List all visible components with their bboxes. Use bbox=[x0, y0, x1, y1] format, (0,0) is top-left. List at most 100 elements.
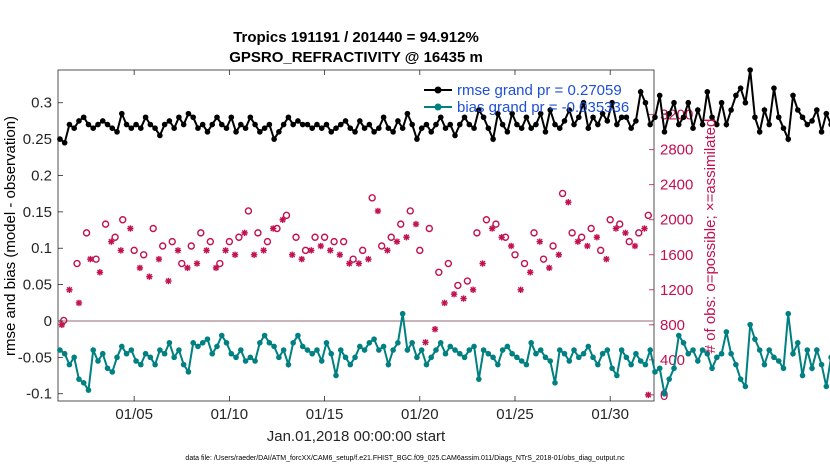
rmse-point bbox=[599, 110, 606, 117]
rmse-point bbox=[428, 129, 435, 135]
bias-point bbox=[342, 354, 349, 361]
count-assimilated-marker bbox=[374, 207, 382, 215]
count-assimilated-marker bbox=[136, 264, 144, 272]
rmse-point bbox=[790, 92, 796, 99]
count-possible-marker bbox=[406, 207, 414, 215]
bias-point bbox=[480, 347, 487, 353]
rmse-point bbox=[690, 125, 696, 131]
legend: rmse grand pr = 0.27059 bias grand pr = … bbox=[424, 82, 629, 116]
right-tick-label: 2400 bbox=[660, 177, 693, 194]
rmse-point bbox=[723, 121, 730, 128]
rmse-point bbox=[780, 125, 787, 131]
bias-point bbox=[595, 361, 601, 368]
rmse-point bbox=[771, 85, 777, 91]
rmse-point bbox=[504, 129, 511, 135]
x-tick-label: 01/10 bbox=[211, 406, 249, 423]
x-tick-label: 01/30 bbox=[591, 406, 629, 423]
rmse-point bbox=[452, 132, 458, 139]
count-assimilated-stroke bbox=[66, 286, 73, 293]
rmse-point bbox=[399, 125, 406, 131]
rmse-point bbox=[347, 125, 354, 131]
right-y-axis: 3200280024002000160012008004000 bbox=[649, 107, 693, 404]
count-assimilated-marker bbox=[87, 255, 94, 263]
count-assimilated-marker bbox=[174, 247, 182, 254]
rmse-point bbox=[390, 129, 396, 135]
rmse-point bbox=[561, 118, 568, 124]
rmse-point bbox=[204, 129, 211, 135]
bias-point bbox=[723, 329, 730, 335]
rmse-point bbox=[814, 107, 820, 113]
count-possible-marker bbox=[549, 242, 557, 250]
rmse-point bbox=[647, 121, 653, 128]
count-possible-marker bbox=[530, 229, 538, 237]
bias-point bbox=[337, 347, 344, 353]
rmse-point bbox=[357, 118, 363, 124]
bias-point bbox=[671, 365, 677, 372]
count-possible-marker bbox=[254, 229, 262, 237]
bias-point bbox=[280, 347, 287, 353]
count-possible-marker bbox=[111, 233, 119, 241]
count-possible-marker bbox=[206, 237, 215, 246]
bias-point bbox=[133, 358, 139, 364]
count-assimilated-stroke bbox=[270, 225, 277, 232]
bias-point bbox=[366, 340, 373, 346]
bias-point bbox=[794, 340, 801, 346]
rmse-point bbox=[66, 121, 73, 128]
rmse-point bbox=[395, 118, 401, 124]
count-possible-marker bbox=[587, 224, 595, 233]
bias-point bbox=[114, 354, 120, 361]
bias-point bbox=[585, 343, 592, 350]
rmse-point bbox=[652, 114, 658, 121]
count-possible-marker bbox=[520, 259, 529, 268]
rmse-point bbox=[461, 114, 468, 121]
count-possible-marker bbox=[358, 246, 367, 255]
bias-point bbox=[642, 361, 649, 368]
rmse-point bbox=[290, 121, 296, 128]
rmse-point bbox=[442, 125, 449, 131]
count-possible-marker bbox=[473, 229, 481, 237]
rmse-point bbox=[304, 121, 311, 128]
count-assimilated-marker bbox=[279, 216, 286, 223]
rmse-point bbox=[280, 121, 287, 128]
rmse-point bbox=[414, 136, 420, 142]
bias-point bbox=[599, 350, 606, 357]
count-assimilated-stroke bbox=[384, 247, 391, 254]
rmse-point bbox=[90, 125, 97, 131]
bias-point bbox=[818, 361, 825, 368]
count-assimilated-marker bbox=[75, 299, 83, 307]
count-assimilated-stroke bbox=[593, 234, 600, 241]
right-tick-label: 1600 bbox=[660, 247, 693, 264]
rmse-point bbox=[499, 121, 506, 128]
count-assimilated-stroke bbox=[375, 208, 381, 214]
count-assimilated-stroke bbox=[517, 286, 524, 293]
bias-point bbox=[528, 340, 534, 346]
count-possible-marker bbox=[149, 224, 157, 233]
count-possible-marker bbox=[349, 255, 357, 263]
bias-point bbox=[433, 347, 439, 353]
rmse-point bbox=[376, 125, 382, 131]
bias-point bbox=[242, 358, 249, 364]
count-assimilated-marker bbox=[66, 286, 73, 293]
count-assimilated-marker bbox=[327, 247, 334, 254]
bias-point bbox=[176, 347, 182, 353]
count-assimilated-marker bbox=[612, 225, 620, 232]
count-assimilated-stroke bbox=[117, 247, 124, 254]
bias-point bbox=[533, 350, 539, 357]
data-file-footer: data file: /Users/raeder/DAI/ATM_forcXX/… bbox=[185, 455, 625, 462]
rmse-point bbox=[728, 107, 734, 113]
rmse-point bbox=[671, 99, 677, 106]
bias-point bbox=[790, 350, 796, 357]
count-assimilated-stroke bbox=[260, 247, 267, 254]
rmse-point bbox=[138, 125, 144, 131]
rmse-point bbox=[595, 121, 601, 128]
bias-point bbox=[737, 376, 744, 382]
bias-point bbox=[766, 347, 773, 353]
rmse-point bbox=[409, 121, 415, 128]
count-assimilated-stroke bbox=[622, 229, 629, 236]
bias-point bbox=[228, 350, 235, 357]
bias-point bbox=[771, 354, 777, 361]
count-possible-marker bbox=[387, 233, 395, 241]
count-assimilated-stroke bbox=[603, 256, 610, 263]
rmse-point bbox=[737, 85, 744, 91]
rmse-point bbox=[342, 118, 349, 124]
